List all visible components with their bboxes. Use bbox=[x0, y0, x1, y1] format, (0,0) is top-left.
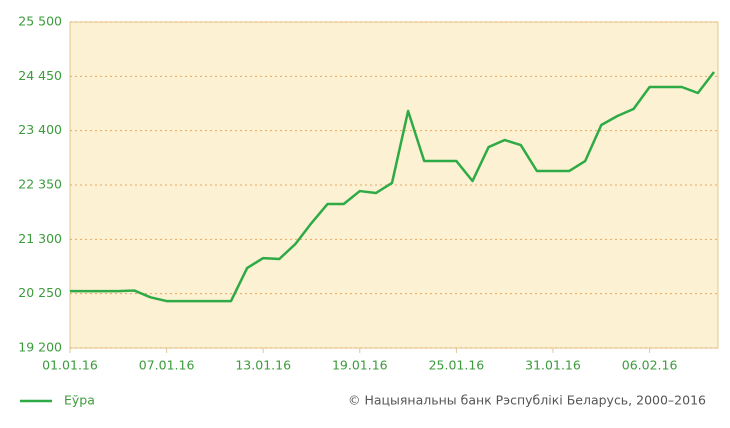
x-tick-label: 25.01.16 bbox=[429, 358, 485, 373]
y-tick-label: 22 350 bbox=[18, 177, 62, 192]
y-tick-label: 19 200 bbox=[18, 340, 62, 355]
y-tick-label: 25 500 bbox=[18, 14, 62, 29]
x-tick-label: 06.02.16 bbox=[622, 358, 678, 373]
x-tick-label: 01.01.16 bbox=[42, 358, 98, 373]
y-tick-label: 23 400 bbox=[18, 122, 62, 137]
series-line bbox=[70, 71, 715, 303]
copyright: © Нацыянальны банк Рэспублікі Беларусь, … bbox=[348, 393, 706, 408]
y-tick-label: 24 450 bbox=[18, 68, 62, 83]
y-tick-label: 21 300 bbox=[18, 231, 62, 246]
y-tick-label: 20 250 bbox=[18, 285, 62, 300]
x-tick-label: 19.01.16 bbox=[332, 358, 388, 373]
legend-label: Еўра bbox=[64, 393, 95, 408]
x-tick-label: 13.01.16 bbox=[235, 358, 291, 373]
x-tick-label: 31.01.16 bbox=[525, 358, 581, 373]
x-tick-label: 07.01.16 bbox=[139, 358, 195, 373]
